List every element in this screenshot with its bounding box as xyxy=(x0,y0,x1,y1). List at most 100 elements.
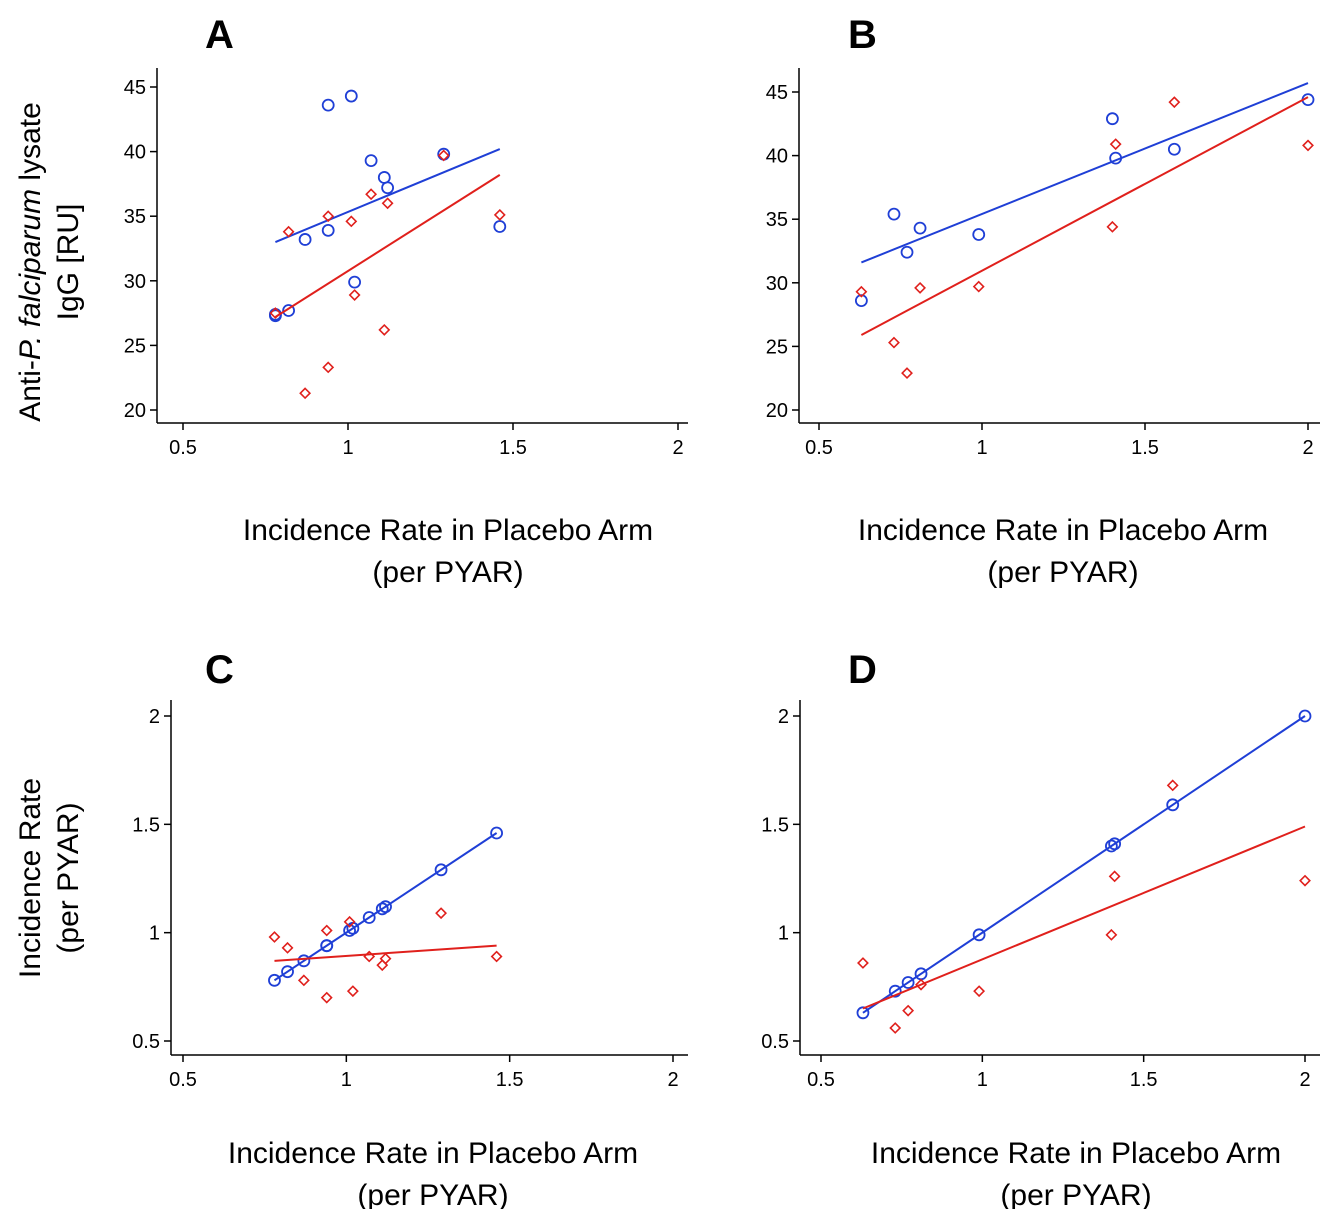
x-tick-label: 1.5 xyxy=(1130,1069,1158,1091)
red-diamond-point xyxy=(381,197,394,210)
y-tick-label: 30 xyxy=(124,271,146,293)
red-diamond-point xyxy=(915,978,927,991)
blue-circle-point xyxy=(854,294,868,308)
x-tick-label: 0.5 xyxy=(807,1069,835,1091)
red-diamond-point xyxy=(348,289,361,301)
x-tick-label: 1 xyxy=(977,1069,988,1091)
y-tick-label: 45 xyxy=(124,77,146,99)
blue-circle-point xyxy=(281,965,294,979)
blue-circle-point xyxy=(364,154,378,168)
y-tick-label: 35 xyxy=(766,209,788,231)
red-diamond-point xyxy=(1108,870,1121,883)
blue-circle-point xyxy=(887,207,901,221)
red-diamond-point xyxy=(914,281,926,294)
blue-circle-point xyxy=(348,275,362,289)
red-diamond-point xyxy=(320,924,333,937)
blue-fit-line xyxy=(862,715,1306,1014)
blue-circle-point xyxy=(490,826,504,840)
y-tick-label: 1 xyxy=(778,923,789,945)
red-diamond-point xyxy=(320,991,333,1004)
panel-b: B 0.5 1 1.5 2 20 25 30 35 40 45 Incidence Rate in P… xyxy=(766,13,1320,589)
y-tick-label: 0.5 xyxy=(761,1031,789,1053)
y-tick-label: 2 xyxy=(778,706,789,728)
red-diamond-point xyxy=(379,952,392,965)
red-diamond-point xyxy=(365,188,378,201)
panel-a: A 0.5 1 1.5 2 20 25 30 35 40 45 Incidence Rate in P… xyxy=(124,13,688,589)
red-diamond-point xyxy=(282,225,295,238)
blue-circle-point xyxy=(972,928,986,942)
row-ylabel-bottom-line1: Incidence Rate xyxy=(14,778,47,978)
red-diamond-point xyxy=(345,215,358,228)
blue-circle-point xyxy=(362,911,376,924)
red-fit-line xyxy=(862,825,1306,1010)
red-diamond-point xyxy=(1106,220,1119,233)
blue-circle-point xyxy=(1109,151,1123,165)
red-diamond-point xyxy=(1168,96,1181,109)
x-tick-label: 1.5 xyxy=(499,437,527,459)
y-tick-label: 30 xyxy=(766,273,788,295)
x-axis-title: Incidence Rate in Placebo Arm xyxy=(858,514,1268,547)
blue-circle-point xyxy=(913,221,927,235)
x-axis-title: Incidence Rate in Placebo Arm xyxy=(243,514,653,547)
red-diamond-point xyxy=(901,367,913,380)
red-diamond-point xyxy=(281,941,294,954)
y-tick-label: 40 xyxy=(124,142,146,164)
blue-circle-point xyxy=(1106,112,1119,126)
y-tick-label: 25 xyxy=(124,335,146,357)
red-diamond-point xyxy=(299,387,312,400)
y-tick-label: 40 xyxy=(766,146,788,168)
blue-circle-point xyxy=(434,863,448,877)
panel-letter: D xyxy=(848,648,877,692)
row-ylabel-bottom-line2: (per PYAR) xyxy=(52,802,85,953)
red-diamond-point xyxy=(857,957,869,969)
red-diamond-point xyxy=(888,336,900,349)
red-diamond-point xyxy=(889,1022,902,1034)
blue-circle-point xyxy=(856,1006,870,1020)
blue-circle-point xyxy=(901,976,915,989)
red-diamond-point xyxy=(973,985,986,998)
x-axis-title: Incidence Rate in Placebo Arm xyxy=(871,1137,1281,1170)
red-diamond-point xyxy=(1299,874,1311,887)
blue-fit-line xyxy=(275,148,501,243)
x-tick-label: 2 xyxy=(672,437,683,459)
red-diamond-point xyxy=(437,149,450,162)
panel-letter: A xyxy=(205,13,234,57)
x-tick-label: 2 xyxy=(667,1069,678,1091)
x-tick-label: 2 xyxy=(1299,1069,1310,1091)
panel-d: D 0.5 1 1.5 2 0.5 1 1.5 2 Incidence Rate in Place… xyxy=(761,648,1320,1209)
panel-c: C 0.5 1 1.5 2 0.5 1 1.5 2 Incidence Rate in Place… xyxy=(132,648,688,1209)
blue-circle-point xyxy=(900,245,914,259)
x-tick-label: 2 xyxy=(1302,437,1313,459)
blue-circle-point xyxy=(298,233,312,246)
blue-circle-point xyxy=(344,89,358,103)
red-diamond-point xyxy=(493,208,506,221)
x-tick-label: 1 xyxy=(341,1069,352,1091)
panel-letter: C xyxy=(205,648,234,692)
red-diamond-point xyxy=(346,985,359,998)
red-diamond-point xyxy=(490,950,503,963)
x-tick-label: 1.5 xyxy=(1131,437,1159,459)
row-ylabel-top-line2: IgG [RU] xyxy=(52,204,85,321)
x-tick-label: 1 xyxy=(342,437,353,459)
y-tick-label: 1.5 xyxy=(761,814,789,836)
red-fit-line xyxy=(860,96,1309,336)
y-tick-label: 2 xyxy=(149,706,160,728)
blue-circle-point xyxy=(493,220,507,233)
x-tick-label: 1 xyxy=(976,437,987,459)
red-diamond-point xyxy=(855,285,868,298)
blue-circle-point xyxy=(1108,837,1122,851)
y-tick-label: 0.5 xyxy=(132,1031,160,1053)
blue-circle-point xyxy=(1166,798,1180,812)
red-diamond-point xyxy=(322,361,335,374)
blue-circle-point xyxy=(282,304,296,317)
y-tick-label: 1.5 xyxy=(132,814,160,836)
red-diamond-point xyxy=(902,1004,915,1017)
blue-circle-point xyxy=(320,939,334,953)
red-diamond-point xyxy=(1166,779,1179,792)
red-diamond-point xyxy=(343,915,356,928)
x-tick-label: 1.5 xyxy=(496,1069,524,1091)
x-axis-title-units: (per PYAR) xyxy=(357,1179,508,1209)
red-diamond-point xyxy=(378,323,391,336)
blue-circle-point xyxy=(381,181,395,195)
